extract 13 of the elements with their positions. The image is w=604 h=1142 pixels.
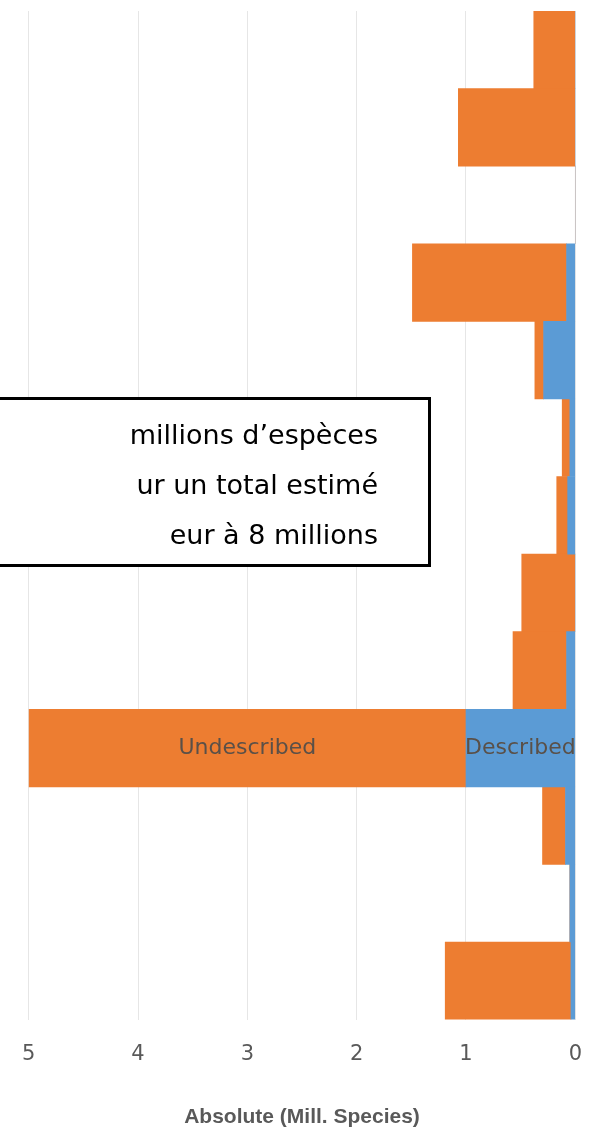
series-label: Described <box>465 733 576 759</box>
series-label: Undescribed <box>178 733 317 759</box>
bar <box>28 708 467 788</box>
note-box: millions d’espèces ur un total estimé eur à 8 millions <box>0 397 431 567</box>
x-tick-label: 1 <box>459 1040 473 1065</box>
x-tick-label: 4 <box>131 1040 145 1065</box>
bar <box>542 786 566 865</box>
bar <box>444 941 572 1020</box>
x-tick-label: 2 <box>349 1040 364 1065</box>
x-axis-title: Absolute (Mill. Species) <box>184 1104 420 1128</box>
x-tick-label: 0 <box>568 1040 583 1065</box>
x-tick-label: 5 <box>21 1040 36 1065</box>
x-tick-label: 3 <box>240 1040 255 1065</box>
